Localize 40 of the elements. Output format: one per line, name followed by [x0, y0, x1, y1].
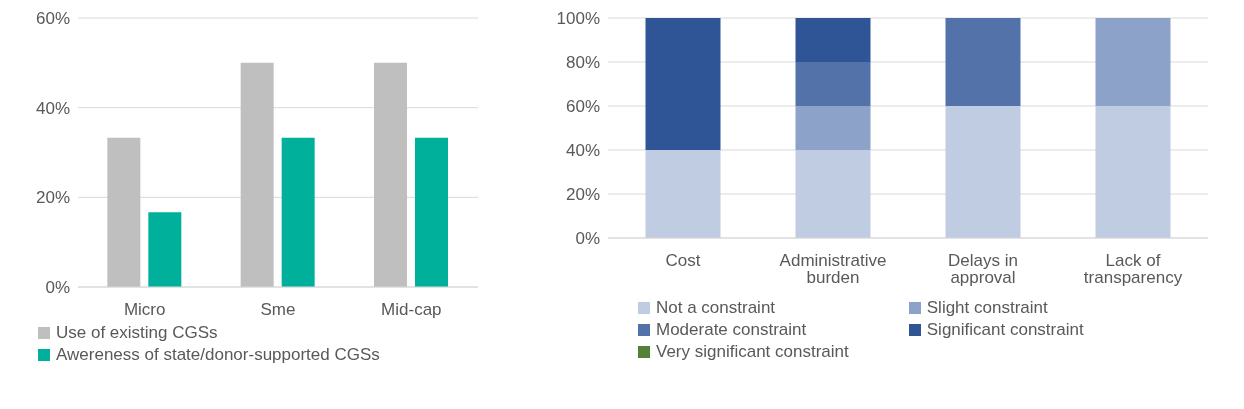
- y-tick-label: 60%: [35, 9, 70, 29]
- legend-label: Awereness of state/donor-supported CGSs: [56, 345, 380, 365]
- legend-label: Not a constraint: [656, 298, 776, 318]
- legend-label: Significant constraint: [926, 320, 1084, 340]
- x-tick-label: Sme: [260, 300, 296, 320]
- bar: [645, 150, 721, 238]
- bar: [148, 212, 182, 287]
- y-tick-label: 80%: [565, 53, 600, 73]
- y-tick-label: 20%: [565, 185, 600, 205]
- bar: [240, 62, 274, 287]
- y-tick-label: 20%: [35, 188, 70, 208]
- x-tick-label: Delays in approval: [948, 251, 1018, 288]
- y-tick-label: 0%: [575, 229, 600, 249]
- bar: [945, 106, 1021, 238]
- bar: [795, 150, 871, 238]
- legend-label: Very significant constraint: [656, 342, 849, 362]
- y-tick-label: 100%: [556, 9, 600, 29]
- bar: [1095, 106, 1171, 238]
- x-tick-label: Lack of transparency: [1083, 251, 1183, 288]
- x-tick-label: Administrative burden: [779, 251, 887, 288]
- bar: [415, 137, 448, 287]
- x-tick-label: Cost: [665, 251, 701, 271]
- y-tick-label: 40%: [35, 98, 70, 118]
- bar: [107, 137, 141, 287]
- bar: [281, 137, 315, 287]
- bar: [945, 18, 1021, 106]
- y-tick-label: 60%: [565, 97, 600, 117]
- legend-label: Slight constraint: [926, 298, 1048, 318]
- bar: [374, 62, 407, 287]
- legend-label: Moderate constraint: [656, 320, 807, 340]
- legend-label: Use of existing CGSs: [56, 323, 218, 343]
- y-tick-label: 40%: [565, 141, 600, 161]
- y-tick-label: 0%: [45, 278, 70, 298]
- bar: [645, 18, 721, 150]
- bar: [1095, 18, 1171, 106]
- x-tick-label: Micro: [123, 300, 166, 320]
- bar: [795, 106, 871, 150]
- bar: [795, 62, 871, 106]
- bar: [795, 18, 871, 62]
- x-tick-label: Mid-cap: [381, 300, 442, 320]
